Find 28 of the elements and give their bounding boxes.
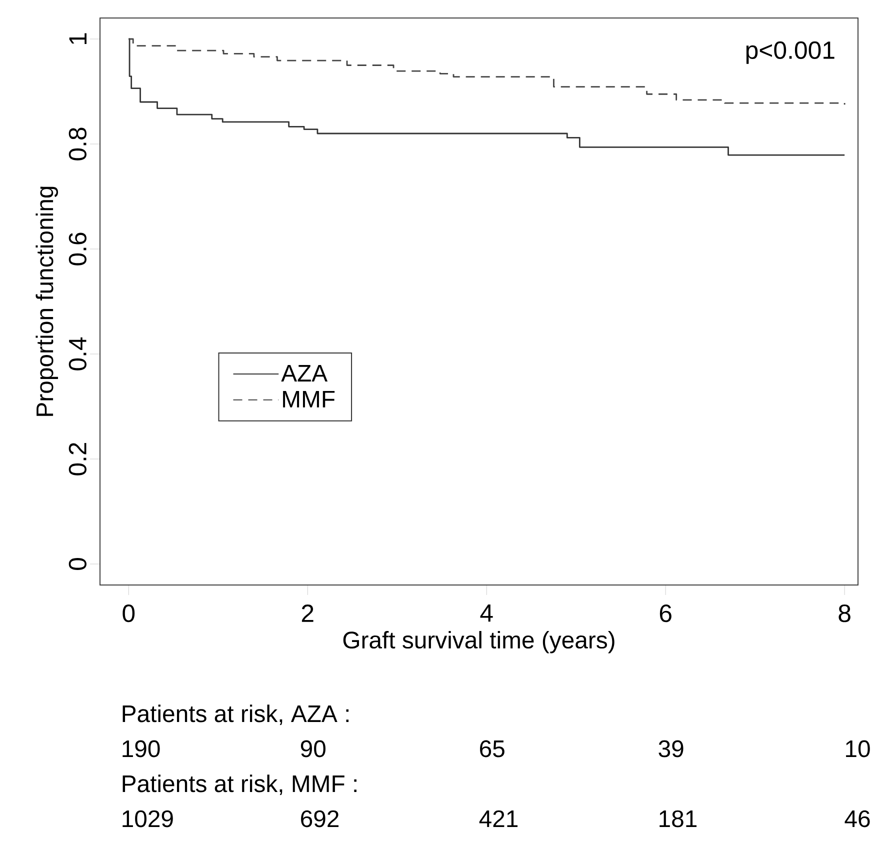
y-tick-label: 0.8 — [68, 128, 86, 160]
text: 39 — [658, 740, 684, 758]
text: Patients at risk, AZA : — [122, 704, 349, 726]
y-tick-label: 0 — [68, 558, 86, 570]
x-tick-label: 0 — [122, 604, 135, 622]
text: 90 — [300, 740, 326, 758]
y-tick-label: 0.4 — [68, 337, 86, 370]
text: 46 — [844, 810, 870, 828]
y-axis-title: Proportion functioning — [36, 186, 58, 416]
x-axis-title: Graft survival time (years) — [343, 630, 614, 654]
annotation: p<0.001 — [746, 41, 834, 64]
legend-label: AZA — [281, 365, 328, 382]
legend-label: MMF — [283, 390, 335, 408]
text: 65 — [480, 740, 504, 758]
text: 692 — [301, 810, 339, 828]
y-tick-label: 0.6 — [68, 232, 86, 266]
x-tick-label: 2 — [302, 604, 314, 622]
x-tick-label: 4 — [480, 604, 493, 622]
text: 10 — [846, 740, 870, 758]
text: 1029 — [122, 810, 173, 828]
text: 190 — [122, 740, 160, 758]
text: 181 — [660, 810, 697, 828]
x-tick-label: 6 — [660, 604, 672, 622]
y-tick-label: 1 — [69, 33, 86, 44]
text: Patients at risk, MMF : — [122, 774, 356, 796]
text: 421 — [479, 810, 518, 827]
y-tick-label: 0.2 — [68, 442, 86, 476]
x-tick-label: 8 — [838, 604, 850, 622]
